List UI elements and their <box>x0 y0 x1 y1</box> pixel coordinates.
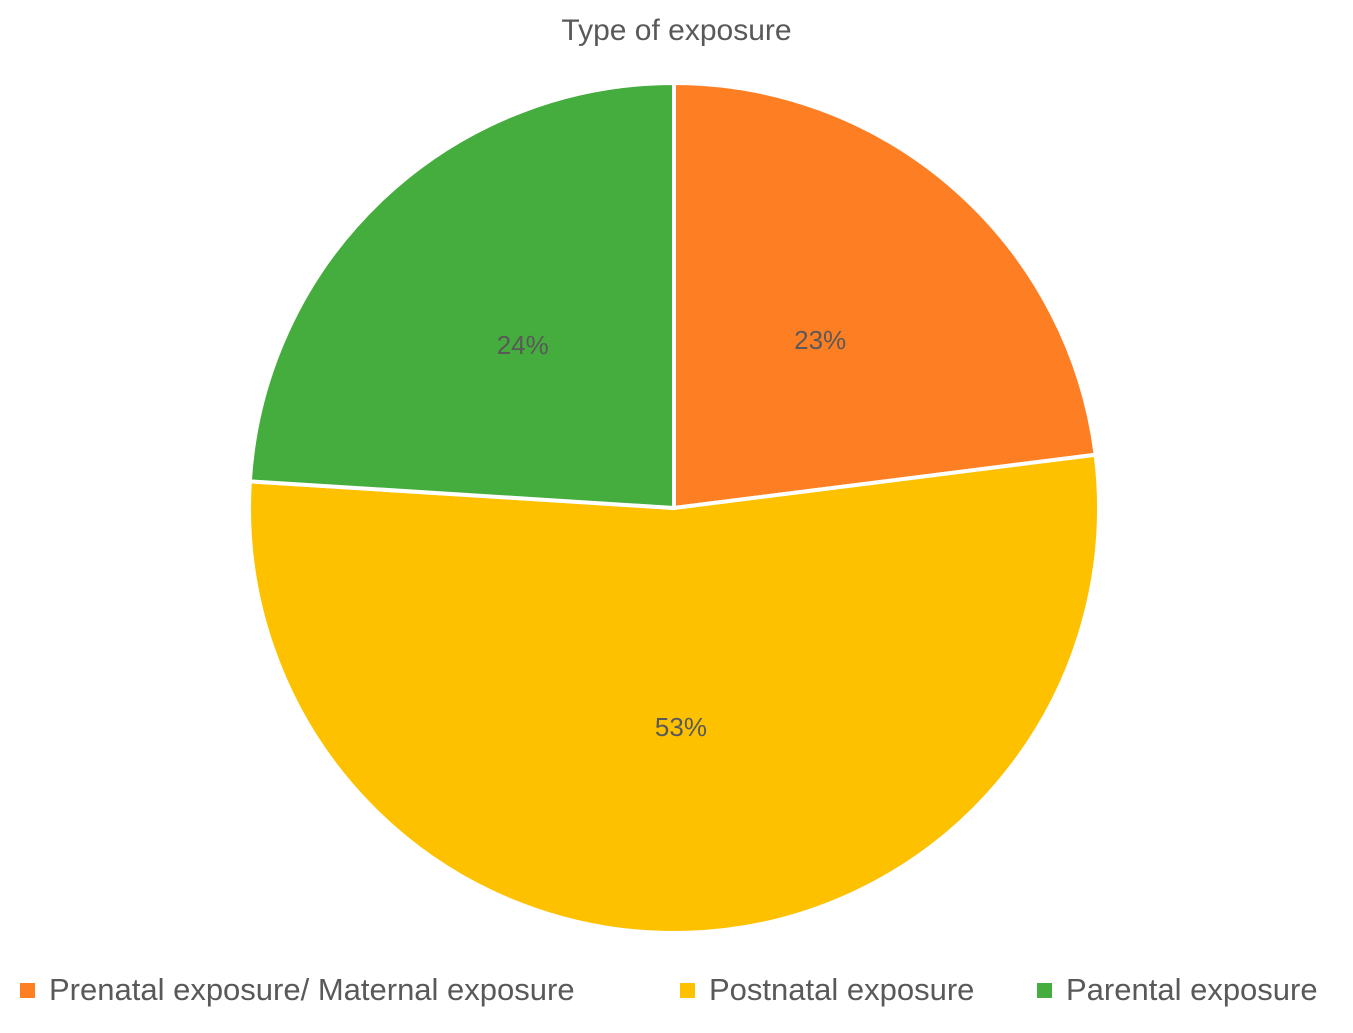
legend-swatch-postnatal <box>680 982 695 998</box>
legend: Prenatal exposure/ Maternal exposure Pos… <box>0 968 1353 1012</box>
legend-item-prenatal: Prenatal exposure/ Maternal exposure <box>20 968 575 1012</box>
legend-swatch-parental <box>1037 982 1052 998</box>
legend-item-parental: Parental exposure <box>1037 968 1318 1012</box>
legend-label-prenatal: Prenatal exposure/ Maternal exposure <box>49 972 575 1007</box>
legend-item-postnatal: Postnatal exposure <box>680 968 974 1012</box>
pie-slice-prenatal <box>672 81 1098 510</box>
chart-title: Type of exposure <box>561 14 792 47</box>
data-label-parental: 24% <box>497 330 549 360</box>
pie-slice-parental <box>247 81 676 510</box>
pie-slice-postnatal <box>247 452 1101 935</box>
legend-label-postnatal: Postnatal exposure <box>709 972 975 1007</box>
data-label-postnatal: 53% <box>655 712 707 742</box>
legend-label-parental: Parental exposure <box>1066 972 1318 1007</box>
legend-swatch-prenatal <box>20 982 35 998</box>
data-label-prenatal: 23% <box>794 325 846 355</box>
